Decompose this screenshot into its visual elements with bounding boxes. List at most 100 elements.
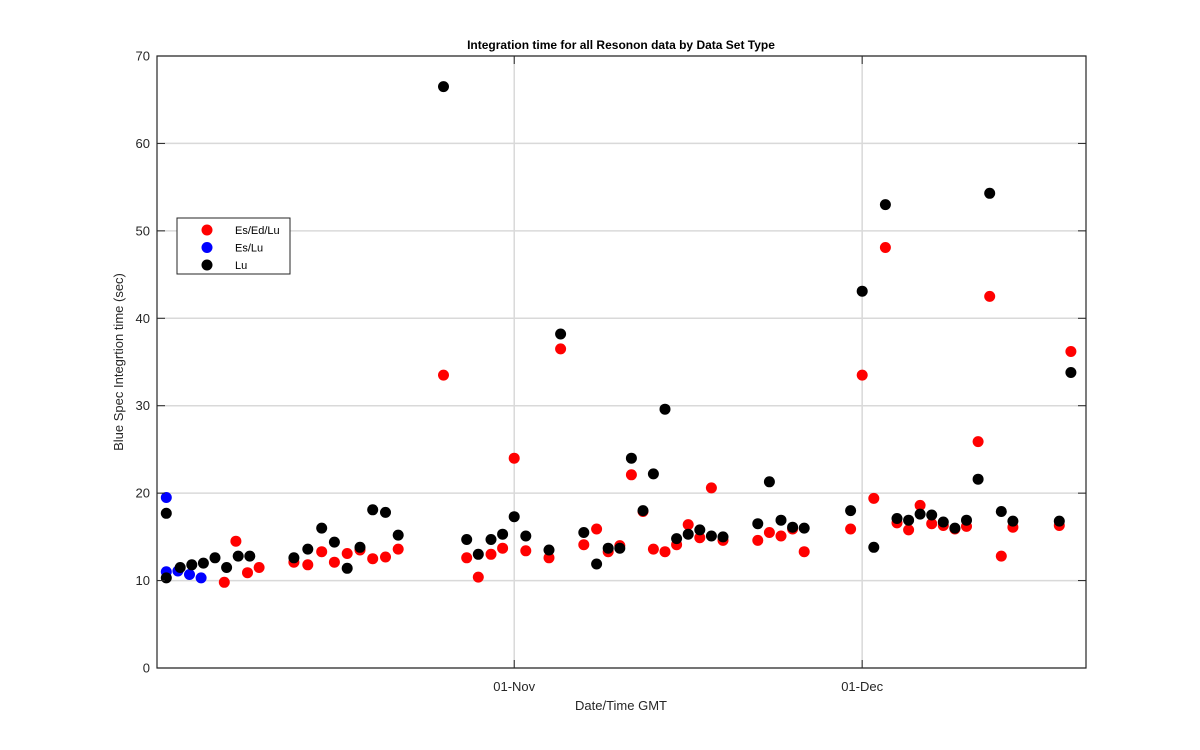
data-point [694,524,706,536]
data-point [984,187,996,199]
data-point [856,369,868,381]
data-point [845,523,857,535]
data-point [508,511,520,523]
data-point [763,527,775,538]
data-point [253,562,265,573]
data-point [891,513,903,524]
data-point [497,528,509,540]
data-point [328,556,340,568]
data-point [868,492,880,504]
y-tick-label: 30 [136,398,150,413]
data-point [302,543,314,555]
data-point [659,403,671,415]
data-point [288,552,300,564]
data-point [798,522,810,534]
data-point [341,548,353,559]
data-point [341,562,353,574]
data-point [961,514,972,526]
data-point [367,553,379,565]
data-point [520,530,532,542]
data-point [914,508,926,520]
data-point [543,544,555,556]
data-point [647,468,659,480]
data-point [160,492,172,503]
data-point [694,532,706,544]
data-point [160,572,172,584]
plot-frame [156,55,1087,669]
data-point [218,576,230,588]
data-point [637,505,649,517]
y-tick-label: 70 [136,49,150,64]
legend-marker [201,242,213,253]
legend-box [176,217,291,275]
legend-marker [201,224,213,236]
data-point [302,559,314,571]
data-point [461,534,473,545]
data-point [949,522,961,534]
data-point [903,524,915,536]
data-point [380,551,391,563]
data-point [705,482,717,494]
data-point [438,369,449,381]
data-point [472,571,484,583]
data-point [926,518,938,530]
legend-label: Es/Lu [235,243,263,255]
data-point [578,527,590,538]
data-point [879,242,891,253]
y-tick-label: 40 [136,311,150,326]
data-point [316,546,328,558]
data-point [671,533,683,545]
plot-area [157,56,1086,668]
x-tick-label: 01-Dec [841,679,883,694]
data-point [520,545,532,557]
data-point [717,531,729,543]
data-point [787,521,799,533]
data-point [1065,367,1077,378]
data-point [1007,515,1019,527]
data-point [508,452,520,464]
data-point [380,506,391,518]
data-point [244,550,256,562]
data-point [230,535,242,547]
legend: Es/Ed/Lu Es/Lu Lu [176,217,291,275]
data-point [984,290,996,302]
data-point [763,476,775,488]
data-point [625,452,637,464]
data-point [242,567,253,579]
data-point [461,552,473,564]
data-point [485,548,497,560]
data-point [392,529,404,541]
data-point [555,343,567,355]
data-point [221,562,233,573]
data-point [995,550,1007,562]
data-point [705,530,717,542]
data-point [856,285,868,297]
data-point [775,530,787,542]
x-tick-label: 01-Nov [493,679,535,694]
y-tick-label: 0 [143,661,150,676]
data-point [184,569,195,580]
y-axis-label: Blue Spec Integrtion time (sec) [111,273,126,451]
data-point [578,539,590,551]
data-point [752,518,764,530]
data-point [367,504,379,516]
data-point [197,557,209,569]
data-point [186,559,198,571]
data-point [591,558,603,570]
chart-title: Integration time for all Resonon data by… [467,38,775,52]
data-point [659,546,671,558]
data-point [195,572,207,584]
data-point [591,523,603,535]
data-point [775,514,787,526]
data-point [438,81,449,93]
data-point [1053,515,1065,527]
legend-marker [201,259,213,271]
y-tick-label: 60 [136,136,150,151]
data-point [926,509,938,521]
data-point [160,507,172,519]
data-point [209,552,221,564]
data-point [625,469,637,481]
y-tick-label: 20 [136,486,150,501]
data-point [798,546,810,558]
